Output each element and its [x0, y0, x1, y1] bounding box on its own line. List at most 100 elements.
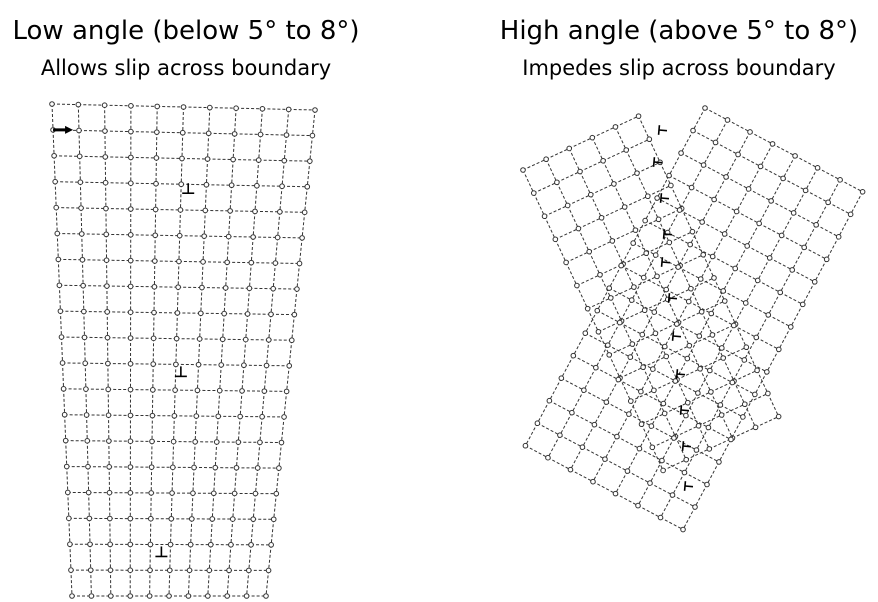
lattice-atom	[194, 387, 201, 394]
lattice-atom	[600, 157, 606, 164]
lattice-atom	[661, 410, 668, 417]
lattice-atom	[103, 257, 110, 263]
dislocation-symbol	[652, 157, 663, 167]
lattice-atom	[733, 208, 740, 215]
lattice-atom	[681, 469, 688, 476]
lattice-atom	[764, 369, 770, 375]
lattice-atom	[778, 232, 785, 239]
lattice-atom	[80, 282, 86, 289]
lattice-atom	[278, 439, 285, 446]
lattice-atom	[692, 504, 698, 510]
lattice-atom	[102, 179, 109, 186]
lattice-atom	[688, 184, 695, 191]
lattice-atom	[190, 490, 196, 496]
lattice-atom	[228, 182, 235, 189]
lattice-atom	[591, 421, 598, 428]
lattice-atom	[243, 593, 250, 599]
lattice-atom	[709, 332, 716, 338]
lattice-atom	[632, 227, 639, 233]
lattice-atom	[776, 346, 782, 353]
lattice-atom	[530, 190, 537, 196]
lattice-atom	[204, 156, 211, 162]
lattice-atom	[176, 232, 183, 239]
lattice-atom	[638, 421, 645, 428]
lattice-atom	[81, 308, 87, 315]
lattice-atom	[106, 438, 112, 444]
lattice-atom	[250, 516, 257, 522]
lattice-atom	[742, 300, 749, 306]
lattice-atom	[721, 298, 728, 304]
lattice-atom	[707, 367, 713, 374]
lattice-atom	[700, 251, 707, 258]
lattice-atom	[103, 231, 110, 238]
low-angle-panel: Low angle (below 5° to 8°) Allows slip a…	[12, 16, 360, 599]
lattice-atom	[88, 593, 95, 599]
lattice-atom	[740, 414, 746, 420]
lattice-atom	[285, 106, 292, 113]
lattice-atom	[104, 334, 111, 341]
lattice-atom	[106, 464, 112, 470]
lattice-atom	[641, 307, 648, 314]
lattice-atom	[76, 153, 83, 160]
lattice-atom	[801, 244, 807, 251]
lattice-atom	[627, 354, 634, 360]
lattice-atom	[107, 541, 113, 548]
lattice-atom	[720, 288, 727, 294]
lattice-atom	[595, 328, 602, 335]
lattice-atom	[587, 191, 594, 198]
lattice-atom	[635, 502, 641, 509]
lattice-atom	[87, 541, 93, 548]
lattice-atom	[304, 183, 311, 190]
lattice-atom	[699, 219, 705, 225]
lattice-atom	[626, 411, 632, 417]
lattice-atom	[792, 153, 798, 159]
lattice-atom	[705, 424, 712, 431]
lattice-atom	[228, 541, 234, 548]
lattice-atom	[231, 131, 238, 137]
lattice-atom	[179, 129, 186, 136]
lattice-atom	[175, 284, 181, 290]
lattice-atom	[281, 414, 287, 420]
lattice-atom	[154, 129, 160, 135]
lattice-atom	[752, 424, 759, 431]
lattice-atom	[558, 375, 565, 381]
lattice-atom	[197, 310, 204, 317]
lattice-atom	[216, 387, 223, 394]
lattice-atom	[584, 305, 591, 312]
lattice-atom	[579, 444, 586, 450]
lattice-atom	[60, 386, 67, 392]
lattice-atom	[752, 391, 758, 398]
lattice-atom	[281, 157, 288, 164]
lattice-atom	[574, 282, 580, 289]
lattice-atom	[589, 134, 596, 141]
lattice-atom	[283, 388, 290, 395]
lattice-atom	[257, 131, 264, 138]
lattice-atom	[225, 233, 232, 240]
lattice-atom	[246, 567, 252, 574]
lattice-atom	[49, 101, 55, 107]
lattice-atom	[586, 248, 593, 255]
lattice-atom	[104, 283, 110, 289]
lattice-atom	[823, 256, 830, 263]
lattice-atom	[176, 258, 182, 265]
lattice-atom	[730, 322, 737, 329]
lattice-atom	[127, 412, 134, 419]
lattice-atom	[598, 214, 605, 221]
lattice-atom	[68, 567, 74, 573]
lattice-atom	[207, 104, 213, 111]
lattice-atom	[67, 541, 73, 548]
lattice-atom	[127, 180, 134, 186]
lattice-atom	[279, 183, 285, 190]
low-angle-subtitle: Allows slip across boundary	[40, 56, 332, 80]
lattice-atom	[615, 376, 622, 383]
lattice-atom	[152, 232, 158, 239]
lattice-atom	[570, 352, 577, 359]
lattice-atom	[107, 515, 113, 522]
lattice-atom	[84, 438, 91, 444]
lattice-atom	[276, 465, 282, 471]
lattice-atom	[153, 155, 160, 161]
lattice-atom	[590, 478, 596, 485]
lattice-atom	[263, 362, 270, 369]
lattice-atom	[128, 103, 134, 109]
lattice-atom	[604, 342, 611, 348]
